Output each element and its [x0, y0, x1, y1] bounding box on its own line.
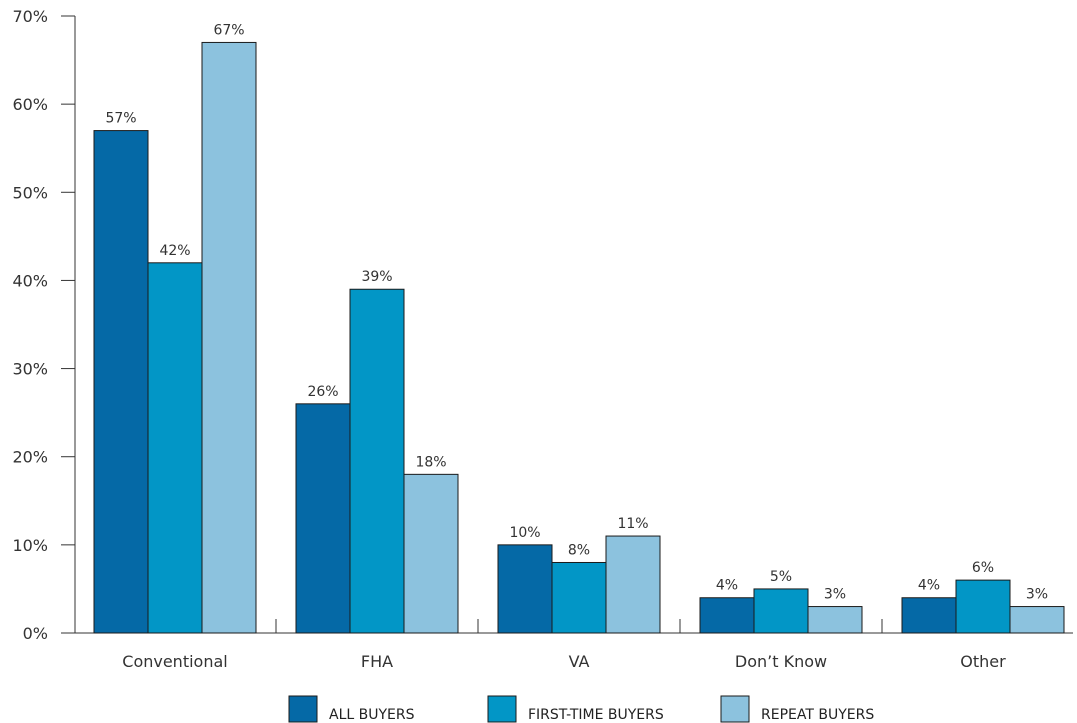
x-category-label: Don’t Know: [735, 652, 827, 671]
bar-first-time-buyers-0: [147, 262, 203, 634]
x-category-label: Conventional: [122, 652, 227, 671]
data-label: 6%: [972, 560, 994, 576]
y-tick-label: 70%: [12, 7, 48, 26]
y-tick-label: 30%: [12, 360, 48, 379]
y-tick-label: 10%: [12, 536, 48, 555]
bar-repeat-buyers-1: [403, 473, 459, 634]
data-label: 3%: [824, 587, 846, 603]
y-tick-label: 50%: [12, 183, 48, 202]
data-label: 5%: [770, 569, 792, 585]
data-label: 42%: [159, 243, 190, 259]
bar-all-buyers-0: [93, 130, 149, 634]
bar-first-time-buyers-2: [551, 561, 607, 634]
x-category-label: Other: [960, 652, 1006, 671]
bar-first-time-buyers-1: [349, 288, 405, 634]
bar-first-time-buyers-4: [955, 579, 1011, 634]
bar-repeat-buyers-2: [605, 535, 661, 634]
data-label: 67%: [213, 22, 244, 38]
bar-all-buyers-3: [699, 597, 755, 634]
y-axis-ticks: 0% 10% 20% 30% 40% 50% 60% 70%: [12, 7, 75, 643]
bar-all-buyers-2: [497, 544, 553, 634]
bar-first-time-buyers-3: [753, 588, 809, 634]
y-tick-label: 0%: [23, 624, 48, 643]
bar-repeat-buyers-0: [201, 41, 257, 634]
data-label: 11%: [617, 516, 648, 532]
legend-swatch: [288, 695, 318, 723]
legend-label: REPEAT BUYERS: [761, 707, 874, 723]
data-label: 26%: [307, 384, 338, 400]
bar-all-buyers-1: [295, 403, 351, 634]
data-label: 39%: [361, 269, 392, 285]
data-label: 4%: [716, 578, 738, 594]
chart-legend: ALL BUYERS FIRST-TIME BUYERS REPEAT BUYERS: [288, 695, 874, 723]
x-category-label: VA: [569, 652, 590, 671]
legend-swatch: [487, 695, 517, 723]
x-axis-ticks: [275, 619, 883, 633]
legend-label: ALL BUYERS: [329, 707, 415, 723]
chart-bars: [93, 41, 1065, 634]
data-label: 57%: [105, 111, 136, 127]
data-label: 3%: [1026, 587, 1048, 603]
data-label: 8%: [568, 542, 590, 558]
y-tick-label: 40%: [12, 271, 48, 290]
bar-repeat-buyers-4: [1009, 606, 1065, 634]
data-label: 4%: [918, 578, 940, 594]
x-category-label: FHA: [361, 652, 393, 671]
data-label: 10%: [509, 525, 540, 541]
chart-data-labels: 57% 42% 67% 26% 39% 18% 10% 8% 11% 4% 5% 3% 4% 6% 3%: [105, 22, 1048, 602]
bar-all-buyers-4: [901, 597, 957, 634]
y-tick-label: 20%: [12, 448, 48, 467]
bar-repeat-buyers-3: [807, 606, 863, 634]
legend-label: FIRST-TIME BUYERS: [528, 707, 664, 723]
x-axis-category-labels: Conventional FHA VA Don’t Know Other: [122, 652, 1006, 671]
legend-swatch: [720, 695, 750, 723]
data-label: 18%: [415, 454, 446, 470]
y-tick-label: 60%: [12, 95, 48, 114]
